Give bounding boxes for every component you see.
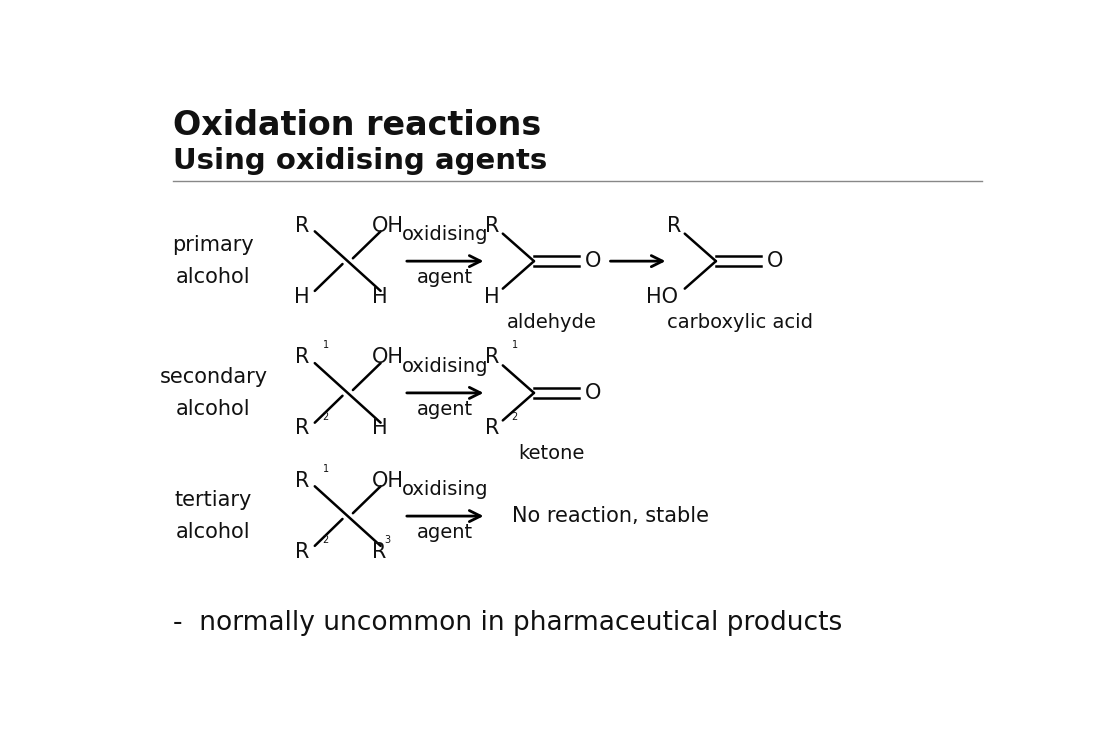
Text: oxidising: oxidising	[402, 356, 489, 376]
Text: R: R	[295, 418, 310, 438]
Text: R: R	[485, 216, 500, 236]
Text: OH: OH	[372, 347, 404, 368]
Text: agent: agent	[417, 523, 473, 542]
Text: $^{1}$: $^{1}$	[322, 464, 329, 477]
Text: -  normally uncommon in pharmaceutical products: - normally uncommon in pharmaceutical pr…	[172, 610, 842, 636]
Text: H: H	[294, 286, 310, 307]
Text: secondary: secondary	[160, 367, 267, 387]
Text: tertiary: tertiary	[174, 490, 252, 510]
Text: H: H	[372, 418, 388, 438]
Text: O: O	[585, 383, 601, 403]
Text: O: O	[585, 251, 601, 271]
Text: Using oxidising agents: Using oxidising agents	[172, 147, 547, 175]
Text: No reaction, stable: No reaction, stable	[512, 506, 709, 526]
Text: agent: agent	[417, 400, 473, 419]
Text: R: R	[485, 418, 500, 438]
Text: R: R	[667, 216, 681, 236]
Text: oxidising: oxidising	[402, 225, 489, 244]
Text: OH: OH	[372, 470, 404, 490]
Text: R: R	[372, 542, 387, 562]
Text: oxidising: oxidising	[402, 480, 489, 499]
Text: alcohol: alcohol	[177, 522, 250, 542]
Text: aldehyde: aldehyde	[506, 312, 596, 332]
Text: H: H	[484, 286, 500, 307]
Text: R: R	[295, 347, 310, 368]
Text: primary: primary	[172, 235, 254, 255]
Text: R: R	[485, 347, 500, 368]
Text: $^{1}$: $^{1}$	[322, 340, 329, 354]
Text: R: R	[295, 542, 310, 562]
Text: Oxidation reactions: Oxidation reactions	[172, 109, 541, 142]
Text: alcohol: alcohol	[177, 267, 250, 287]
Text: $^{3}$: $^{3}$	[385, 534, 391, 548]
Text: $^{2}$: $^{2}$	[322, 534, 329, 548]
Text: $^{1}$: $^{1}$	[511, 340, 519, 354]
Text: O: O	[767, 251, 784, 271]
Text: R: R	[295, 470, 310, 490]
Text: OH: OH	[372, 216, 404, 236]
Text: H: H	[372, 286, 388, 307]
Text: $^{2}$: $^{2}$	[511, 411, 519, 425]
Text: HO: HO	[646, 286, 678, 307]
Text: agent: agent	[417, 268, 473, 287]
Text: ketone: ketone	[518, 444, 585, 464]
Text: $^{2}$: $^{2}$	[322, 411, 329, 425]
Text: alcohol: alcohol	[177, 399, 250, 419]
Text: carboxylic acid: carboxylic acid	[667, 312, 813, 332]
Text: R: R	[295, 216, 310, 236]
